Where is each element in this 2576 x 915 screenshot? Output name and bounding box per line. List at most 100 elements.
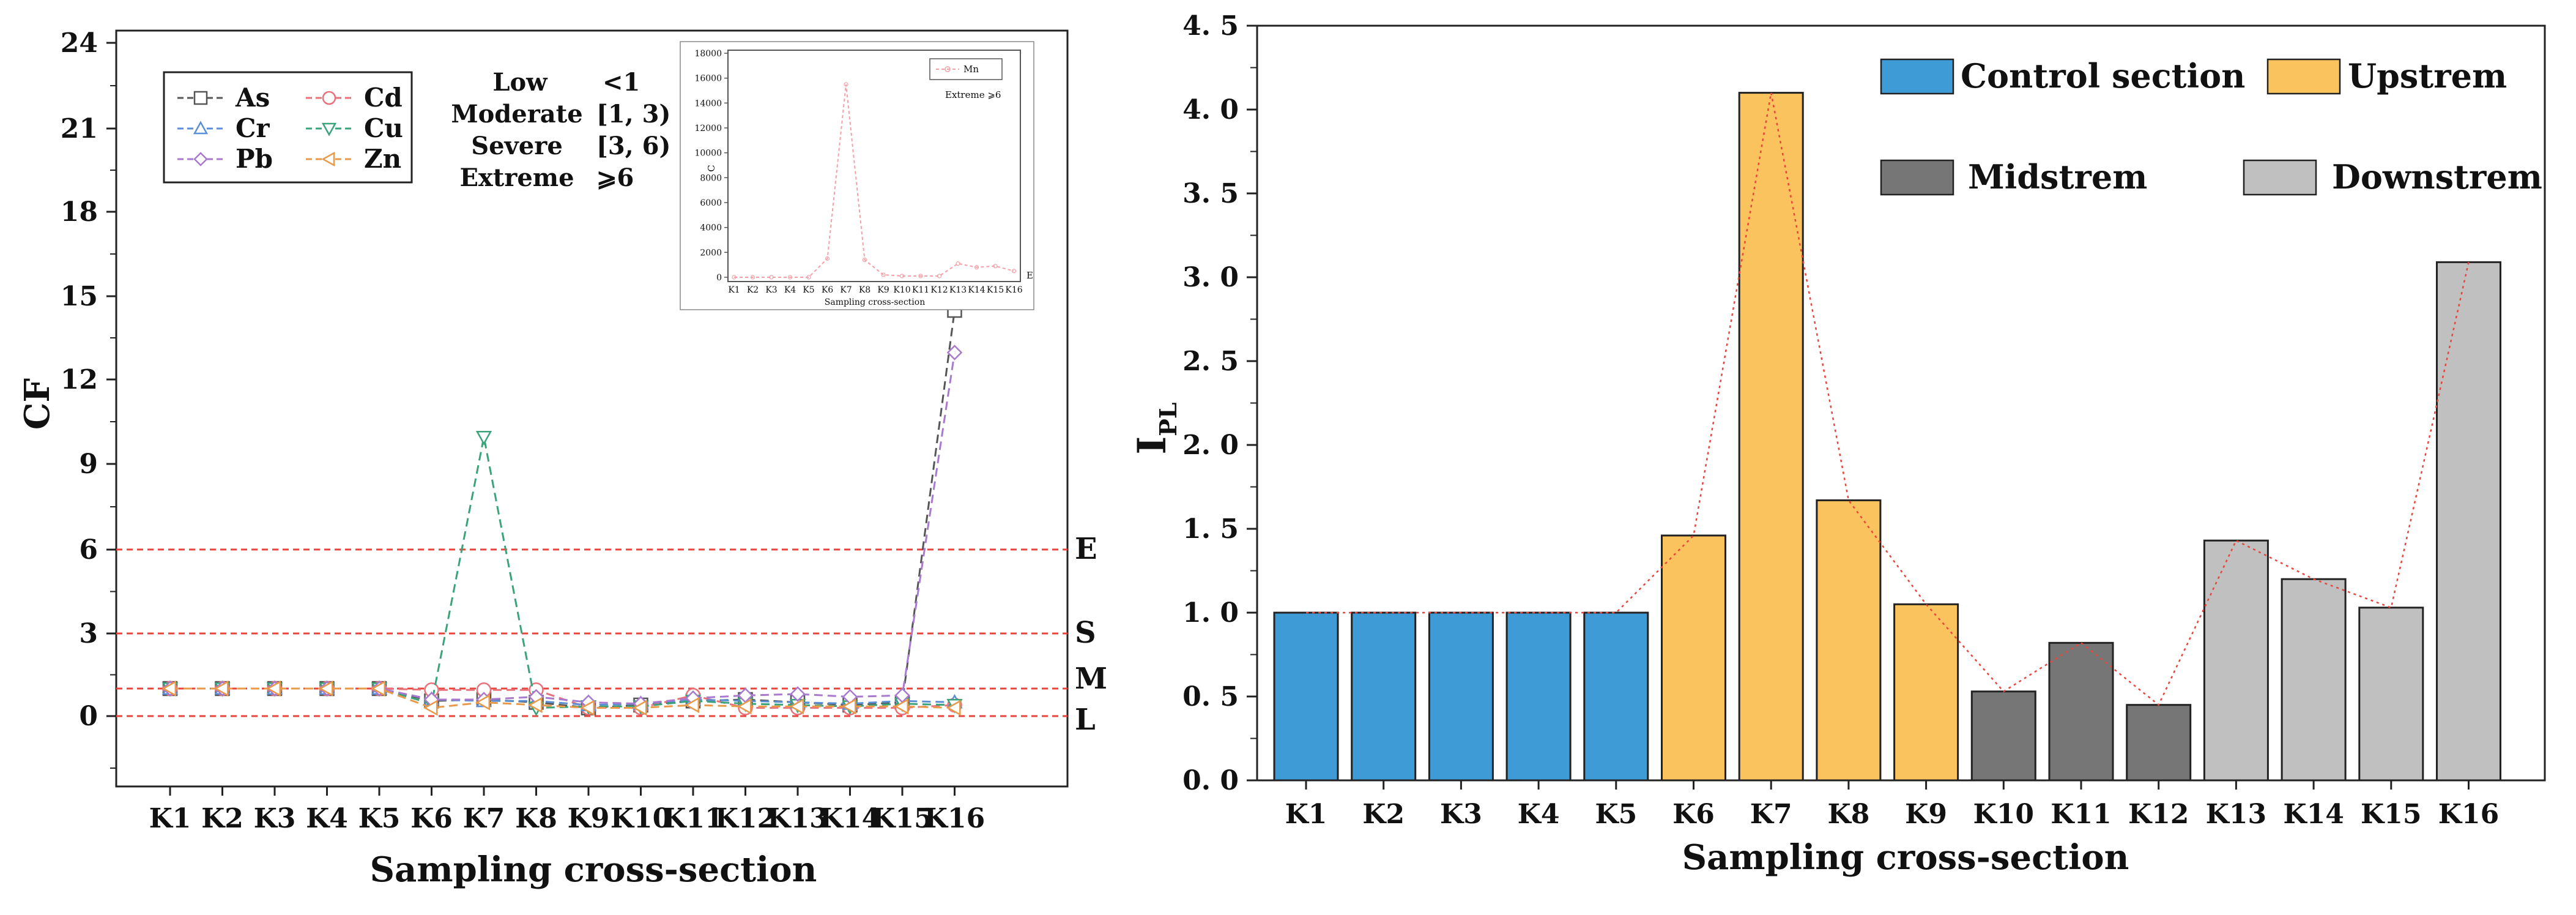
inset-y-tick-label: 12000	[694, 124, 722, 133]
inset-mn-point	[956, 261, 960, 266]
cf-point-zn	[894, 698, 909, 715]
cf-y-tick-label: 21	[61, 113, 98, 144]
ipl-trend-line	[1306, 92, 2470, 706]
legend-label-upstrem: Upstrem	[2348, 56, 2507, 95]
inset-x-tick-label: K7	[840, 285, 852, 295]
ipl-y-tick-label: 1. 5	[1182, 514, 1239, 545]
ipl-x-tick-label: K2	[1362, 799, 1405, 830]
inset-y-tick-label: 2000	[700, 248, 722, 258]
severity-extreme-range: ⩾6	[596, 163, 634, 192]
cf-legend-label: Cr	[236, 113, 270, 143]
inset-x-tick-label: K15	[987, 285, 1004, 295]
inset-y-tick-label: 8000	[700, 173, 722, 183]
ipl-y-tick-label: 1. 0	[1182, 597, 1239, 629]
ipl-x-tick-label: K9	[1905, 799, 1947, 830]
cf-y-tick-label: 15	[61, 281, 98, 312]
cf-x-tick-label: K11	[663, 803, 723, 834]
ipl-y-tick-label: 2. 0	[1182, 430, 1239, 461]
cf-point-zn	[789, 698, 804, 715]
cf-legend-label: Cu	[364, 113, 403, 143]
legend-label-control: Control section	[1961, 56, 2245, 95]
ipl-y-axis: 0. 0 0. 5 1. 0 1. 5 2. 0 2. 5 3. 0 3. 5 4. 0 4. 5	[1182, 10, 1257, 796]
cf-point-zn	[371, 680, 386, 697]
ipl-y-axis-label: IPL	[1129, 402, 1182, 454]
cf-legend-marker	[193, 91, 208, 105]
inset-y-tick-label: 14000	[694, 99, 722, 108]
ipl-bar	[1583, 611, 1649, 782]
cf-point-zn	[841, 698, 856, 715]
inset-y-axis: 0 2000 4000 6000 8000 10000 12000 14000 16000 180…	[694, 49, 728, 283]
ipl-y-tick-label: 0. 0	[1182, 765, 1239, 796]
ipl-bar	[1738, 92, 1804, 782]
cf-x-tick-label: K16	[924, 803, 985, 834]
severity-low-name: Low	[492, 68, 548, 97]
ipl-y-tick-label: 3. 0	[1182, 262, 1239, 293]
cf-x-tick-label: K8	[515, 803, 557, 834]
cf-y-axis: 0 3 6 9 12 15 18 21 24	[61, 28, 116, 769]
ipl-x-tick-label: K6	[1672, 799, 1715, 830]
ipl-x-tick-label: K10	[1973, 799, 2034, 830]
inset-mn-point	[881, 272, 886, 277]
ipl-x-tick-label: K5	[1595, 799, 1637, 830]
cf-reference-label: M	[1075, 662, 1107, 696]
cf-y-tick-label: 0	[79, 701, 98, 732]
cf-y-tick-label: 6	[79, 534, 98, 566]
cf-x-tick-label: K1	[149, 803, 191, 834]
cf-x-tick-label: K14	[820, 803, 880, 834]
severity-low-range: <1	[603, 68, 640, 97]
inset-x-tick-label: K3	[765, 285, 777, 295]
cf-reference-label: L	[1075, 703, 1096, 737]
inset-x-tick-label: K13	[949, 285, 967, 295]
cf-series-line-cu	[170, 436, 955, 709]
inset-y-axis-label: C	[706, 165, 717, 171]
inset-mn-point	[806, 275, 811, 280]
severity-severe-range: [3, 6)	[596, 132, 670, 160]
ipl-y-axis-label-main: I	[1129, 436, 1175, 455]
cf-x-tick-label: K15	[872, 803, 932, 834]
cf-reference-label: E	[1075, 532, 1097, 566]
cf-x-tick-label: K5	[358, 803, 401, 834]
legend-swatch-control	[1880, 58, 1954, 95]
inset-mn-point	[937, 274, 942, 278]
ipl-x-tick-label: K15	[2361, 799, 2421, 830]
ipl-x-tick-label: K7	[1750, 799, 1792, 830]
inset-outer-frame	[680, 41, 1034, 310]
cf-legend-box	[163, 71, 413, 184]
severity-moderate-name: Moderate	[451, 100, 582, 129]
cf-legend-marker	[321, 151, 335, 167]
ipl-x-tick-label: K8	[1827, 799, 1869, 830]
cf-x-tick-label: K13	[767, 803, 828, 834]
mn-inset-chart: 0 2000 4000 6000 8000 10000 12000 14000 16000 180…	[680, 41, 1034, 310]
ipl-bar	[2048, 641, 2114, 782]
cf-y-tick-label: 18	[61, 196, 98, 228]
cf-series-line-as	[170, 310, 956, 709]
cf-y-tick-label: 3	[79, 618, 98, 649]
inset-end-label: E	[1026, 270, 1033, 281]
legend-swatch-downstrem	[2243, 159, 2317, 196]
severity-moderate-range: [1, 3)	[596, 100, 670, 129]
inset-x-axis: K1 K2 K3 K4 K5 K6 K7 K8 K9 K10 K11 K12 K13 K14 K15 K16	[728, 285, 1022, 295]
severity-severe-name: Severe	[471, 132, 563, 160]
cf-legend: As Cd Cr Cu Pb Zn	[177, 83, 403, 174]
ipl-bar	[2281, 578, 2347, 782]
ipl-x-tick-label: K12	[2128, 799, 2189, 830]
ipl-x-tick-label: K14	[2283, 799, 2344, 830]
inset-mn-point	[918, 274, 923, 278]
ipl-bar	[1428, 611, 1494, 782]
severity-extreme-name: Extreme	[459, 163, 574, 192]
cf-point-zn	[685, 697, 700, 714]
inset-x-tick-label: K1	[728, 285, 740, 295]
ipl-y-tick-label: 3. 5	[1182, 178, 1239, 209]
cf-y-tick-label: 24	[61, 28, 98, 59]
cf-x-axis-label: Sampling cross-section	[370, 850, 817, 890]
inset-x-tick-label: K2	[747, 285, 759, 295]
ipl-y-axis-label-sub: PL	[1154, 402, 1182, 436]
ipl-bars	[1273, 92, 2501, 782]
ipl-bar	[2436, 261, 2501, 782]
cf-point-zn	[161, 680, 177, 697]
inset-y-tick-label: 18000	[694, 49, 722, 59]
inset-mn-point	[993, 264, 998, 269]
